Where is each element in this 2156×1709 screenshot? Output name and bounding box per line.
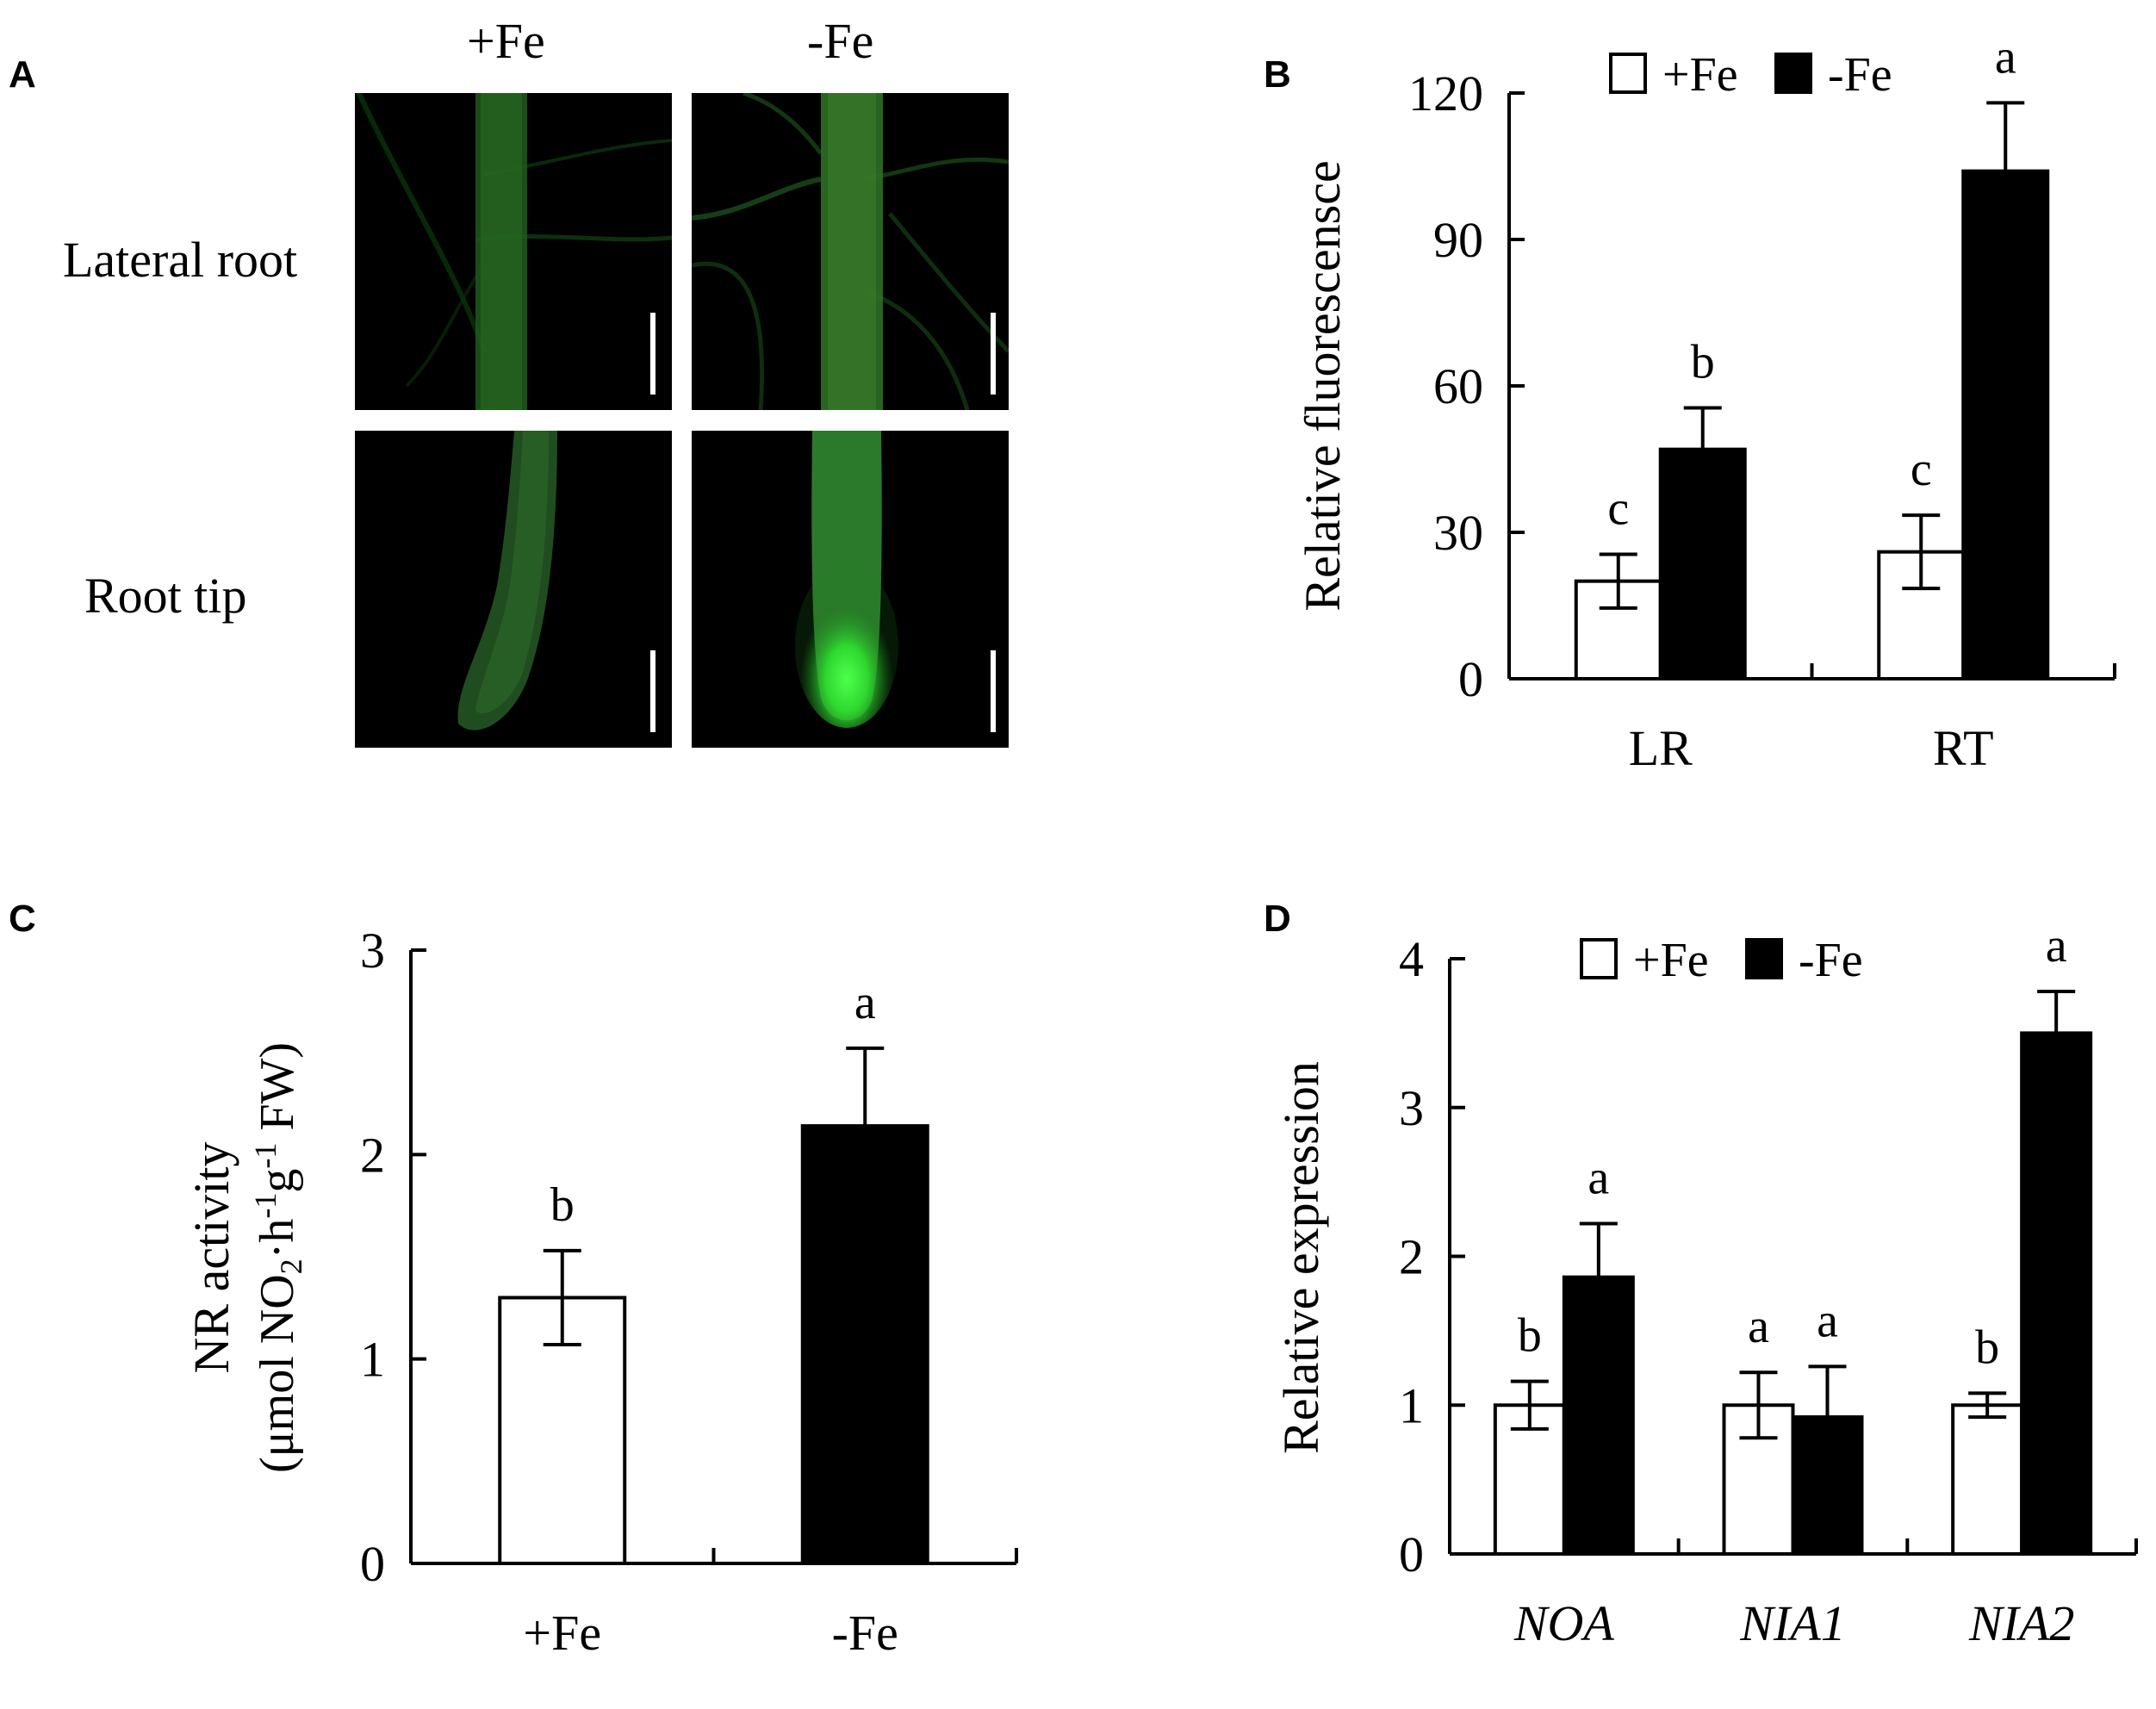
y-tick-label: 3 [360,923,385,979]
significance-letter: a [1587,1151,1609,1204]
y-tick-label: 3 [1399,1080,1424,1136]
y-axis-label-part: ·h [251,1219,304,1259]
y-tick-label: 0 [360,1536,385,1592]
significance-letter: b [1518,1309,1542,1363]
x-tick-label: LR [1629,720,1693,776]
bar [2020,1031,2093,1556]
significance-letter: b [550,1178,575,1232]
chart-c: 0 1 2 3 +Fe b -Fe a NR activity(μmol NO2·h-1g-1 … [183,923,1018,1661]
legend-swatch [1580,938,1618,979]
y-tick-label: 4 [1399,931,1424,987]
x-tick-label: RT [1933,720,1994,776]
y-tick-label: 0 [1458,651,1483,707]
panel-letter-d: D [1264,898,1291,940]
legend: +Fe -Fe [1609,48,1892,102]
chart-b: 0 30 60 90 120 LR c b RT c a Relative fluorescensce… [1295,30,2116,776]
y-axis-label-part: FW) [251,1042,304,1143]
legend-swatch [1609,53,1647,94]
bar [1961,169,2050,680]
y-tick-label: 2 [360,1127,385,1183]
y-tick-label: 90 [1433,212,1483,268]
micrograph-root-tip-minus-fe [692,431,1009,748]
panel-letter-c: C [9,898,36,940]
y-axis-label: Relative fluorescensce [1295,160,1351,611]
panel-letter-b: B [1264,53,1291,96]
micrograph-root-tip-plus-fe [355,431,672,748]
x-tick-label: +Fe [523,1605,601,1661]
legend-swatch [1745,938,1783,979]
bar [498,1296,627,1565]
legend-label: -Fe [1828,48,1892,102]
row-label-root-tip: Root tip [84,568,247,624]
row-label-lateral-root: Lateral root [63,232,298,288]
significance-letter: a [1817,1294,1838,1347]
panel-letter-a: A [9,53,36,96]
micrograph-lateral-root-plus-fe [355,93,672,410]
significance-letter: a [1748,1300,1769,1353]
legend-label: +Fe [1633,934,1709,987]
legend-label: +Fe [1662,48,1738,102]
y-axis-label-part: -1 [248,1193,283,1219]
significance-letter: b [1691,336,1715,389]
bar [1951,1403,2024,1556]
significance-letter: c [1607,482,1629,536]
x-tick-label: NIA1 [1739,1595,1845,1651]
legend-label: -Fe [1799,934,1863,987]
significance-letter: b [1975,1321,1999,1374]
y-axis-label-part: (μmol NO [251,1274,304,1473]
significance-letter: a [1995,30,2016,84]
column-label-minus-fe: -Fe [807,13,874,69]
y-tick-label: 120 [1408,65,1483,121]
y-tick-label: 0 [1399,1526,1424,1582]
x-tick-label: -Fe [832,1605,898,1661]
legend-swatch [1774,53,1812,94]
y-axis-label: Relative expression [1273,1061,1329,1454]
x-tick-label: NIA2 [1968,1595,2074,1651]
y-tick-label: 1 [1399,1377,1424,1433]
y-axis-label-part: g [251,1169,304,1193]
y-axis-label-line2: (μmol NO2·h-1g-1 FW) [248,1042,308,1473]
significance-letter: c [1911,443,1932,496]
significance-letter: a [2046,919,2067,973]
y-tick-label: 60 [1433,358,1483,414]
y-tick-label: 2 [1399,1229,1424,1285]
y-axis-label-part: 2 [274,1258,308,1274]
y-tick-label: 30 [1433,505,1483,561]
micrograph-lateral-root-minus-fe [692,93,1009,410]
legend: +Fe -Fe [1580,934,1863,987]
y-axis-label-part: -1 [248,1143,283,1169]
y-axis-label-line1: NR activity [183,1141,239,1373]
column-label-plus-fe: +Fe [467,13,545,69]
x-tick-label: NOA [1513,1595,1615,1651]
significance-letter: a [854,976,876,1029]
y-tick-label: 1 [360,1332,385,1388]
